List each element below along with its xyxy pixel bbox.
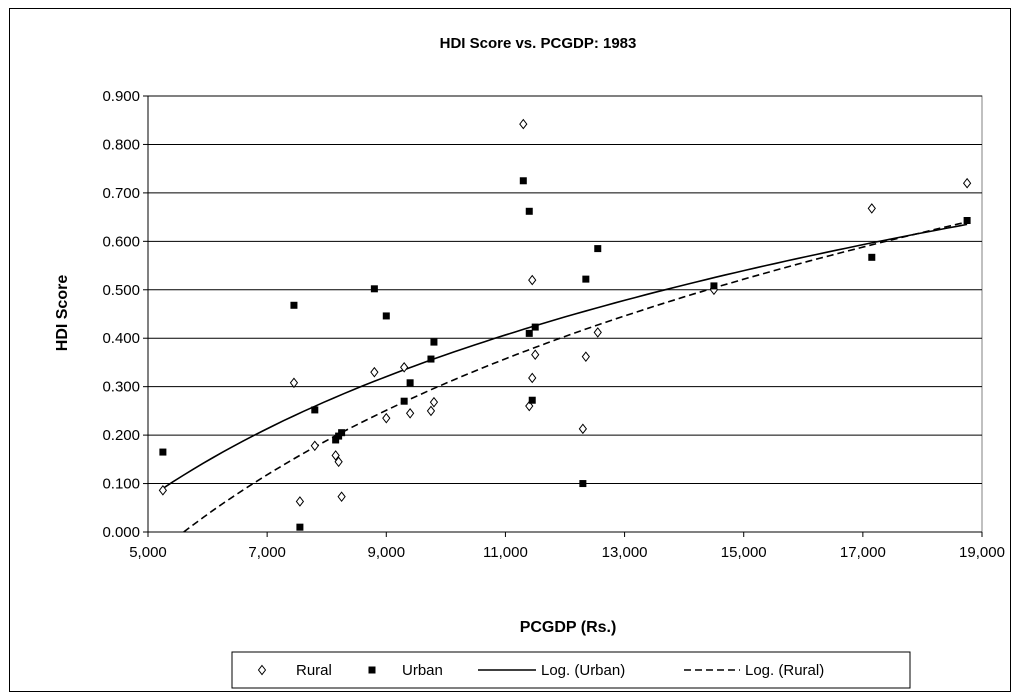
urban-point <box>400 397 408 405</box>
urban-point <box>594 245 602 253</box>
y-tick-label: 0.300 <box>102 379 140 396</box>
legend-urban-trend-label: Log. (Urban) <box>541 662 625 679</box>
rural-point <box>578 423 588 435</box>
rural-point <box>581 351 590 362</box>
urban-point <box>290 301 298 309</box>
rural-point <box>426 405 436 417</box>
y-tick-label: 0.900 <box>102 88 140 105</box>
urban-point <box>311 406 319 414</box>
chart-title: HDI Score vs. PCGDP: 1983 <box>440 35 637 52</box>
gridlines <box>147 95 982 533</box>
rural-point <box>289 377 299 389</box>
rural-point <box>525 400 534 412</box>
urban-point <box>868 253 876 261</box>
rural-point <box>295 496 305 507</box>
x-tick-label: 7,000 <box>248 544 286 561</box>
legend: Rural Urban Log. (Urban) Log. (Rural) <box>231 651 911 689</box>
urban-point <box>531 323 539 331</box>
urban-point <box>525 329 533 337</box>
rural-point <box>528 372 537 384</box>
y-tick-label: 0.800 <box>102 136 140 153</box>
rural-point <box>337 491 346 502</box>
urban-point <box>338 429 346 437</box>
y-tick-label: 0.600 <box>102 233 140 250</box>
rural-point <box>331 450 340 461</box>
y-tick-label: 0.100 <box>102 476 140 493</box>
urban-point <box>382 312 390 320</box>
urban-point <box>159 448 167 456</box>
y-axis-title: HDI Score <box>54 275 71 352</box>
y-axis-ticks: 0.000 0.100 0.200 0.300 0.400 0.500 0.600 0.700… <box>102 88 148 541</box>
x-axis-title: PCGDP (Rs.) <box>520 619 617 636</box>
urban-point <box>427 355 435 363</box>
urban-point <box>370 285 378 293</box>
legend-rural-marker <box>257 664 267 676</box>
data-markers <box>158 118 972 531</box>
rural-point <box>528 274 537 286</box>
legend-rural-trend-label: Log. (Rural) <box>745 662 824 679</box>
x-tick-label: 17,000 <box>840 544 886 561</box>
urban-point <box>430 338 438 346</box>
urban-point <box>406 379 414 387</box>
rural-point <box>334 456 343 468</box>
x-tick-label: 15,000 <box>721 544 767 561</box>
x-tick-label: 13,000 <box>602 544 648 561</box>
y-tick-label: 0.000 <box>102 524 140 541</box>
urban-point <box>582 275 590 283</box>
rural-point <box>519 118 528 130</box>
x-tick-label: 5,000 <box>129 544 167 561</box>
y-tick-label: 0.500 <box>102 282 140 299</box>
rural-point <box>429 396 439 408</box>
legend-urban-label: Urban <box>402 662 443 679</box>
legend-rural-label: Rural <box>296 662 332 679</box>
urban-point <box>579 480 587 488</box>
trendline-urban <box>162 223 968 490</box>
urban-point <box>525 207 533 215</box>
x-tick-label: 11,000 <box>483 544 528 561</box>
rural-point <box>405 407 415 419</box>
urban-point <box>296 523 304 531</box>
y-tick-label: 0.200 <box>102 427 140 444</box>
legend-urban-marker <box>368 666 376 674</box>
rural-point <box>158 485 168 496</box>
rural-point <box>400 361 409 373</box>
rural-point <box>531 349 540 361</box>
rural-point <box>962 177 972 189</box>
urban-point <box>963 217 971 225</box>
rural-point <box>370 366 379 378</box>
x-axis-ticks: 5,000 7,000 9,000 11,000 13,000 15,000 17,000 1… <box>129 532 1005 561</box>
plot-area <box>147 95 983 533</box>
rural-point <box>867 203 876 214</box>
rural-point <box>382 412 391 424</box>
y-tick-label: 0.400 <box>102 330 140 347</box>
x-tick-label: 9,000 <box>368 544 406 561</box>
x-tick-label: 19,000 <box>959 544 1005 561</box>
urban-point <box>528 396 536 404</box>
urban-point <box>710 282 718 290</box>
rural-point <box>310 440 319 452</box>
urban-point <box>519 177 527 185</box>
rural-point <box>593 327 602 338</box>
y-tick-label: 0.700 <box>102 185 140 202</box>
urban-point <box>332 436 340 444</box>
legend-box <box>231 651 911 689</box>
